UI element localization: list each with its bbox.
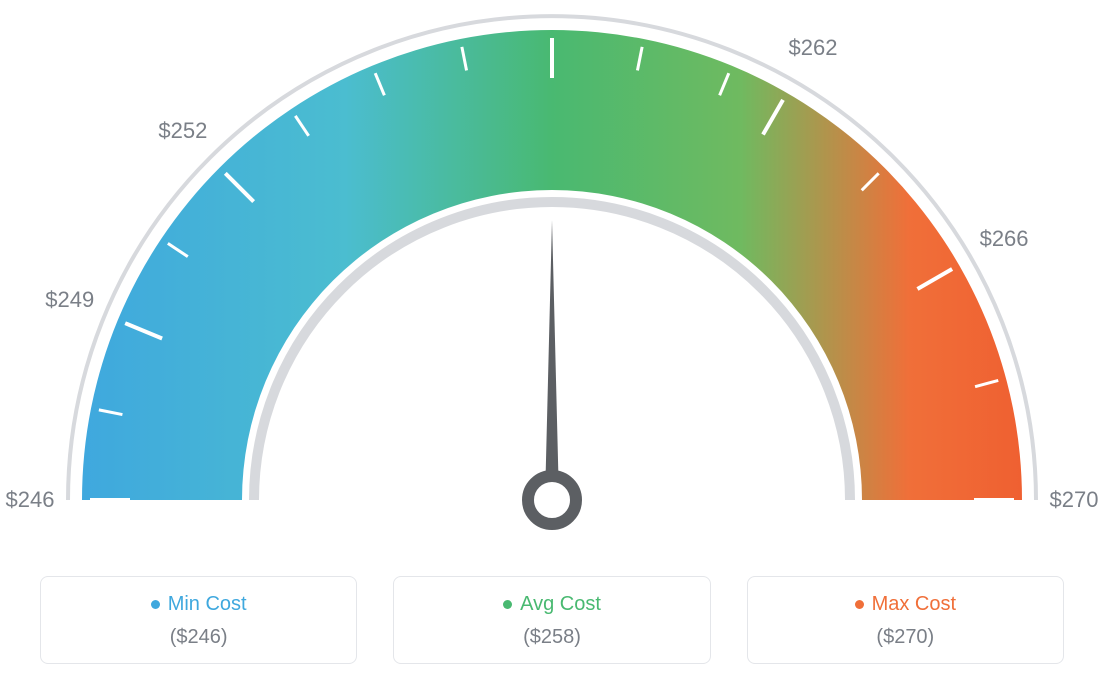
legend-head-max: Max Cost xyxy=(758,593,1053,616)
gauge-tick-label: $266 xyxy=(980,226,1029,252)
gauge-tick-label: $270 xyxy=(1050,487,1099,513)
legend-card-max: Max Cost ($270) xyxy=(747,576,1064,664)
legend-value-max: ($270) xyxy=(758,626,1053,649)
gauge-tick-label: $262 xyxy=(789,35,838,61)
legend-label-max: Max Cost xyxy=(872,593,956,616)
legend-label-min: Min Cost xyxy=(168,593,247,616)
legend-dot-avg xyxy=(503,600,512,609)
legend-card-avg: Avg Cost ($258) xyxy=(393,576,710,664)
gauge-tick-label: $252 xyxy=(158,118,207,144)
legend-label-avg: Avg Cost xyxy=(520,593,601,616)
legend-dot-min xyxy=(151,600,160,609)
gauge-svg xyxy=(0,0,1104,560)
legend-row: Min Cost ($246) Avg Cost ($258) Max Cost… xyxy=(0,576,1104,664)
legend-value-min: ($246) xyxy=(51,626,346,649)
legend-value-avg: ($258) xyxy=(404,626,699,649)
gauge-tick-label: $246 xyxy=(6,487,55,513)
gauge-chart: $246$249$252$258$262$266$270 xyxy=(0,0,1104,560)
legend-dot-max xyxy=(855,600,864,609)
gauge-tick-label: $249 xyxy=(45,287,94,313)
legend-head-avg: Avg Cost xyxy=(404,593,699,616)
legend-card-min: Min Cost ($246) xyxy=(40,576,357,664)
legend-head-min: Min Cost xyxy=(51,593,346,616)
